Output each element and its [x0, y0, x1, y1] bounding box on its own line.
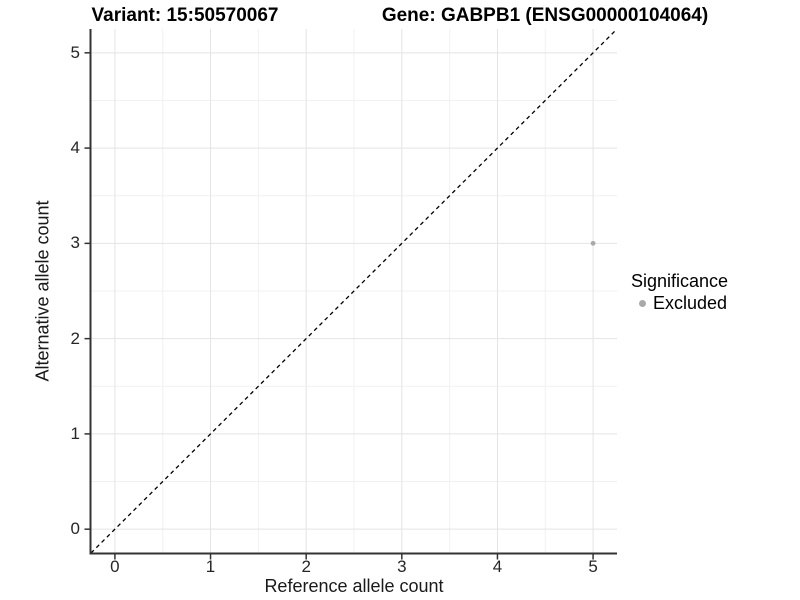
- y-axis-title: Alternative allele count: [32, 200, 53, 382]
- legend-title: Significance: [631, 271, 729, 291]
- y-tick-label: 4: [70, 138, 80, 158]
- legend: Significance Excluded: [631, 270, 728, 314]
- data-point: [590, 240, 596, 246]
- plot-title-gene: Gene: GABPB1 (ENSG00000104064): [381, 5, 709, 26]
- plot-title-variant: Variant: 15:50570067: [91, 5, 279, 26]
- identity-reference-line: [90, 28, 618, 554]
- y-tick-label: 2: [70, 328, 80, 348]
- legend-point-icon: [638, 299, 646, 307]
- legend-key: [631, 299, 653, 307]
- legend-item-excluded: Excluded: [631, 292, 728, 314]
- x-tick-label: 2: [301, 557, 311, 576]
- x-tick-label: 1: [205, 557, 216, 576]
- y-tick-label: 0: [70, 519, 80, 539]
- x-tick-label: 3: [397, 557, 407, 576]
- y-tick-label: 1: [70, 423, 80, 443]
- y-tick-label: 5: [70, 42, 80, 62]
- x-tick-label: 4: [492, 557, 503, 576]
- x-axis-title: Reference allele count: [264, 576, 444, 596]
- y-tick-label: 3: [70, 233, 80, 253]
- legend-item-label: Excluded: [653, 292, 728, 313]
- x-tick-label: 5: [588, 557, 598, 576]
- x-tick-label: 0: [110, 557, 120, 576]
